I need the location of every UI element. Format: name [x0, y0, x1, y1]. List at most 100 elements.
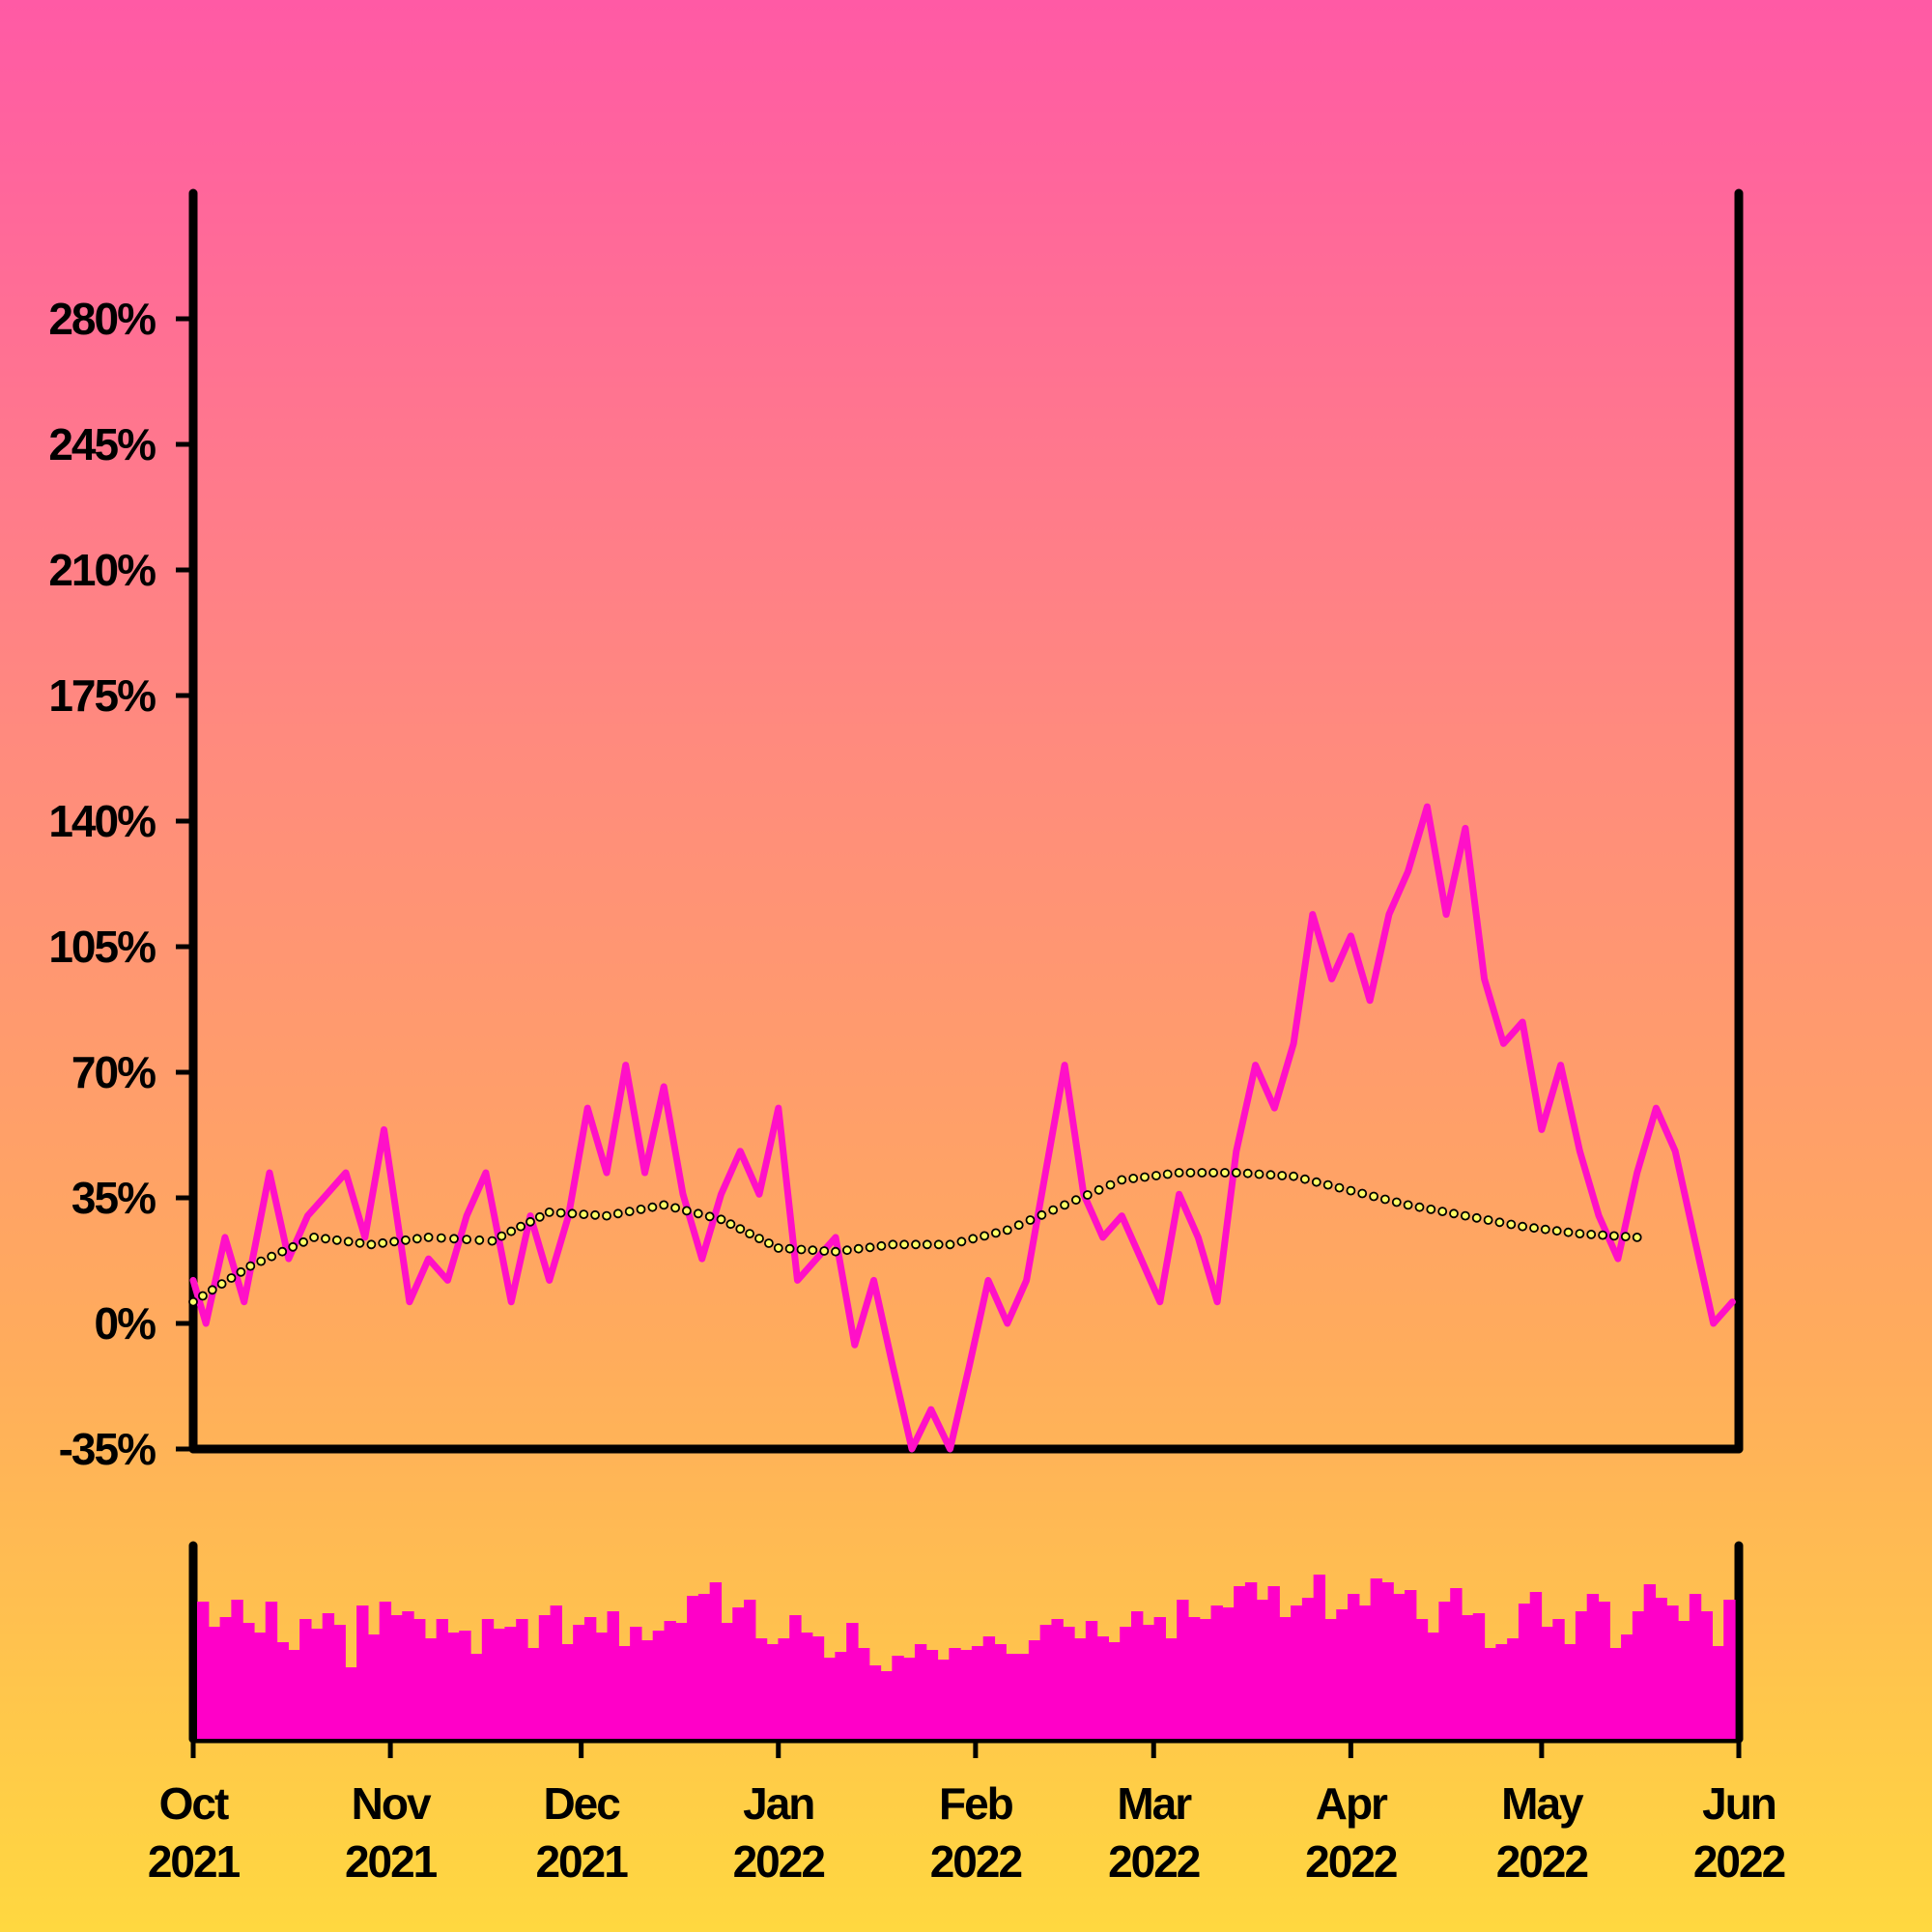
moving-average-point [754, 1234, 764, 1243]
moving-average-point [1197, 1168, 1208, 1178]
moving-average-point [1609, 1231, 1619, 1241]
volume-bar [310, 1629, 324, 1739]
moving-average-point [1494, 1217, 1505, 1228]
volume-bar [573, 1625, 585, 1739]
x-tick-label-month: Apr [1316, 1778, 1388, 1829]
moving-average-point [899, 1239, 909, 1250]
moving-average-point [516, 1221, 526, 1232]
moving-average-point [682, 1206, 692, 1216]
moving-average-point [1369, 1191, 1378, 1202]
moving-average-point [853, 1243, 864, 1254]
moving-average-point [1254, 1169, 1264, 1179]
moving-average-point [436, 1233, 446, 1243]
moving-average-point [236, 1266, 246, 1277]
moving-average-point [659, 1200, 669, 1210]
volume-bar [516, 1619, 528, 1739]
moving-average-point [764, 1238, 774, 1248]
volume-bar [1529, 1592, 1543, 1739]
volume-bar [424, 1638, 438, 1739]
volume-bar [550, 1605, 562, 1739]
volume-bar [402, 1611, 414, 1739]
moving-average-point [1403, 1200, 1413, 1210]
moving-average-point [526, 1216, 535, 1227]
moving-average-point [865, 1242, 875, 1253]
x-tick-label-year: 2021 [148, 1836, 241, 1887]
moving-average-point [888, 1239, 898, 1250]
axes-frame [188, 188, 1744, 1744]
series-group [188, 803, 1736, 1453]
volume-bar [390, 1615, 403, 1739]
x-tick-label-month: Jan [743, 1778, 813, 1829]
moving-average-point [1414, 1202, 1425, 1212]
volume-bar [436, 1619, 449, 1739]
x-tick-label-year: 2022 [733, 1836, 825, 1887]
volume-bar [1153, 1617, 1166, 1739]
moving-average-point [704, 1211, 715, 1222]
moving-average-point [1277, 1171, 1288, 1180]
moving-average-point [1048, 1205, 1059, 1215]
volume-bar [1461, 1615, 1474, 1739]
moving-average-point [1174, 1168, 1184, 1178]
x-tick-label-year: 2022 [930, 1836, 1022, 1887]
moving-average-point [1185, 1168, 1196, 1178]
moving-average-point [1242, 1168, 1253, 1179]
moving-average-point [555, 1208, 566, 1218]
y-tick-label: 140% [48, 796, 156, 846]
y-tick-label: 35% [71, 1173, 156, 1223]
moving-average-point [1311, 1177, 1321, 1187]
volume-bar [1632, 1611, 1645, 1739]
moving-average-point [256, 1256, 267, 1266]
volume-bar [846, 1623, 859, 1739]
volume-bar [607, 1611, 619, 1739]
volume-bar [1142, 1625, 1155, 1739]
moving-average-point [1094, 1184, 1104, 1195]
volume-bar [960, 1650, 973, 1739]
volume-bar [1085, 1621, 1098, 1739]
moving-average-point [188, 1296, 198, 1307]
moving-average-point [1322, 1179, 1333, 1190]
moving-average-point [612, 1208, 623, 1219]
moving-average-point [590, 1209, 600, 1220]
moving-average-point [647, 1202, 658, 1212]
volume-bar [949, 1648, 961, 1739]
moving-average-point [449, 1234, 459, 1244]
x-axis-ticks: Oct 2021 Nov 2021 Dec 2021 Jan 2022 Feb 2022 Mar 20… [148, 1739, 1787, 1887]
volume-bar [1666, 1605, 1679, 1739]
moving-average-point [423, 1233, 434, 1242]
volume-bar [630, 1627, 642, 1739]
x-tick-label-month: Nov [352, 1778, 432, 1829]
moving-average-point [343, 1236, 354, 1247]
moving-average-point [534, 1211, 545, 1222]
moving-average-point [956, 1236, 967, 1247]
volume-bar [1700, 1611, 1714, 1739]
y-tick-label: 105% [48, 922, 156, 972]
volume-bar [880, 1671, 893, 1739]
volume-bar [265, 1602, 278, 1739]
volume-bar [618, 1646, 631, 1739]
moving-average-point [216, 1279, 227, 1289]
moving-average-point [991, 1228, 1001, 1238]
volume-bar [481, 1619, 495, 1739]
volume-bar [1472, 1613, 1486, 1739]
volume-bar [1427, 1633, 1439, 1739]
moving-average-point [831, 1246, 840, 1257]
moving-average-point [1082, 1190, 1093, 1200]
moving-average-point [808, 1245, 818, 1256]
volume-bar [1415, 1619, 1429, 1739]
volume-bar [1336, 1609, 1349, 1739]
moving-average-point [1002, 1225, 1012, 1236]
volume-bar [1017, 1654, 1030, 1739]
x-tick-label-year: 2022 [1305, 1836, 1397, 1887]
moving-average-point [1461, 1210, 1470, 1221]
moving-average-point [624, 1207, 635, 1216]
volume-bar [1051, 1619, 1064, 1739]
volume-bar [823, 1658, 836, 1739]
volume-bar [356, 1605, 369, 1739]
moving-average-point [567, 1208, 578, 1219]
moving-average-point [355, 1237, 365, 1248]
moving-average-point [1483, 1215, 1493, 1225]
volume-bar [697, 1594, 711, 1739]
volume-bar [219, 1617, 232, 1739]
x-tick-label-year: 2022 [1108, 1836, 1200, 1887]
